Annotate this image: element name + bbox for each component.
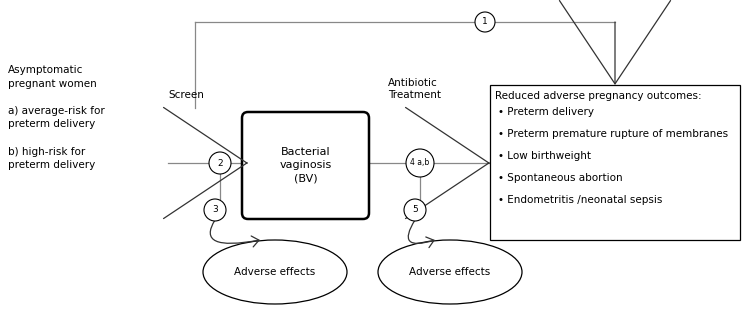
Text: Screen: Screen [168, 90, 204, 100]
Text: 3: 3 [212, 205, 218, 215]
Text: Reduced adverse pregnancy outcomes:: Reduced adverse pregnancy outcomes: [495, 91, 702, 101]
Text: 2: 2 [217, 158, 223, 168]
Text: Adverse effects: Adverse effects [235, 267, 316, 277]
Ellipse shape [203, 240, 347, 304]
Text: • Preterm delivery: • Preterm delivery [498, 107, 594, 117]
Text: 4 a,b: 4 a,b [411, 158, 429, 168]
Text: • Low birthweight: • Low birthweight [498, 151, 591, 161]
Text: Bacterial
vaginosis
(BV): Bacterial vaginosis (BV) [280, 147, 332, 184]
Text: 1: 1 [482, 17, 488, 26]
FancyArrowPatch shape [211, 220, 259, 247]
Circle shape [204, 199, 226, 221]
Circle shape [209, 152, 231, 174]
Circle shape [404, 199, 426, 221]
Text: Asymptomatic
pregnant women

a) average-risk for
preterm delivery

b) high-risk : Asymptomatic pregnant women a) average-r… [8, 65, 105, 170]
FancyArrowPatch shape [408, 220, 434, 248]
Text: Adverse effects: Adverse effects [409, 267, 490, 277]
Text: 5: 5 [412, 205, 418, 215]
Ellipse shape [378, 240, 522, 304]
FancyBboxPatch shape [242, 112, 369, 219]
Text: • Spontaneous abortion: • Spontaneous abortion [498, 173, 623, 183]
Text: • Preterm premature rupture of membranes: • Preterm premature rupture of membranes [498, 129, 728, 139]
Bar [490, 85, 740, 240]
Circle shape [475, 12, 495, 32]
Circle shape [406, 149, 434, 177]
Text: • Endometritis /neonatal sepsis: • Endometritis /neonatal sepsis [498, 195, 663, 205]
Text: Antibiotic
Treatment: Antibiotic Treatment [388, 78, 441, 100]
